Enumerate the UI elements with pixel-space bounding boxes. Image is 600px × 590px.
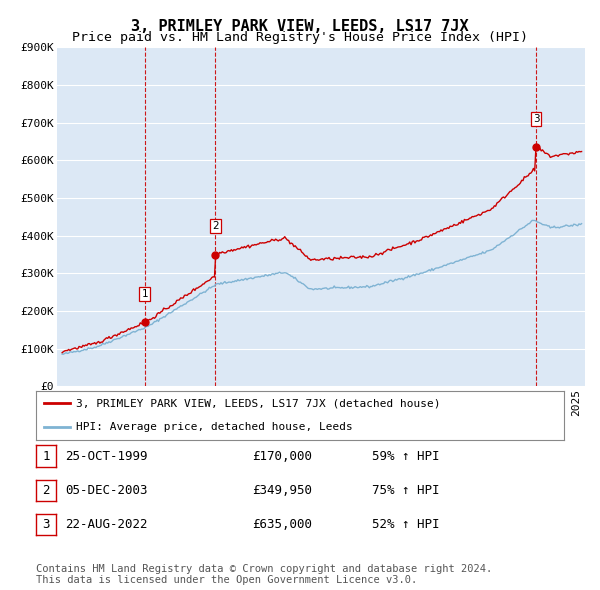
Text: 05-DEC-2003: 05-DEC-2003 <box>65 484 148 497</box>
Text: 59% ↑ HPI: 59% ↑ HPI <box>372 450 439 463</box>
Text: 75% ↑ HPI: 75% ↑ HPI <box>372 484 439 497</box>
Text: 52% ↑ HPI: 52% ↑ HPI <box>372 518 439 531</box>
Text: 25-OCT-1999: 25-OCT-1999 <box>65 450 148 463</box>
Text: 3: 3 <box>533 114 539 124</box>
Text: 3, PRIMLEY PARK VIEW, LEEDS, LS17 7JX: 3, PRIMLEY PARK VIEW, LEEDS, LS17 7JX <box>131 19 469 34</box>
Text: £349,950: £349,950 <box>252 484 312 497</box>
Text: HPI: Average price, detached house, Leeds: HPI: Average price, detached house, Leed… <box>76 422 352 432</box>
Text: 1: 1 <box>42 450 50 463</box>
Text: 2: 2 <box>212 221 218 231</box>
Text: Contains HM Land Registry data © Crown copyright and database right 2024.
This d: Contains HM Land Registry data © Crown c… <box>36 563 492 585</box>
Text: 3, PRIMLEY PARK VIEW, LEEDS, LS17 7JX (detached house): 3, PRIMLEY PARK VIEW, LEEDS, LS17 7JX (d… <box>76 398 440 408</box>
Text: 1: 1 <box>142 289 148 299</box>
Text: 2: 2 <box>42 484 50 497</box>
Text: £635,000: £635,000 <box>252 518 312 531</box>
Text: 3: 3 <box>42 518 50 531</box>
Text: 22-AUG-2022: 22-AUG-2022 <box>65 518 148 531</box>
Text: Price paid vs. HM Land Registry's House Price Index (HPI): Price paid vs. HM Land Registry's House … <box>72 31 528 44</box>
Text: £170,000: £170,000 <box>252 450 312 463</box>
